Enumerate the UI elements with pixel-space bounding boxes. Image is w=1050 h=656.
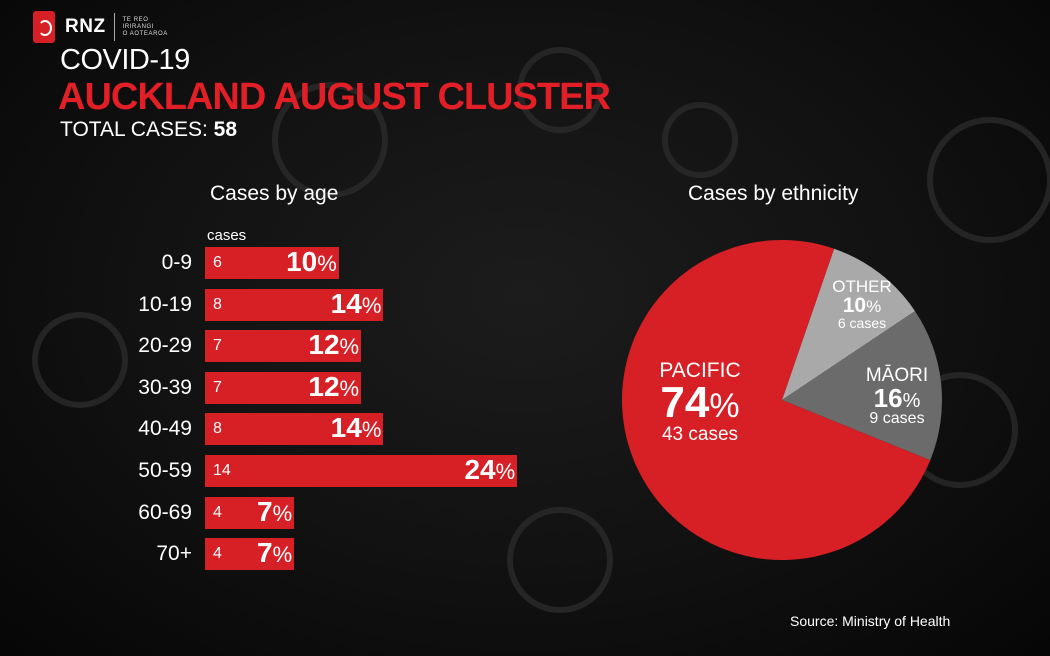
age-bar <box>205 330 362 363</box>
age-bar-count: 8 <box>213 295 222 313</box>
pie-label-name: PACIFIC <box>659 359 741 382</box>
age-bar-percent: 7% <box>257 495 293 527</box>
age-bar-count: 4 <box>213 503 222 521</box>
total-cases-label: TOTAL CASES: <box>60 118 208 141</box>
pie-label-percent: 74% <box>660 378 740 427</box>
age-group-label: 20-29 <box>138 334 192 358</box>
age-bar-count: 14 <box>213 462 231 479</box>
ethnicity-chart-title: Cases by ethnicity <box>688 182 859 205</box>
age-bar <box>205 247 339 279</box>
cases-column-label: cases <box>207 227 247 244</box>
pie-slice-other <box>782 248 916 400</box>
pie-label-cases: 9 cases <box>869 410 925 427</box>
pie-slice-pacific <box>622 240 931 560</box>
pie-label-name: OTHER <box>832 277 892 296</box>
pie-label-percent: 16% <box>873 383 921 413</box>
age-bar-percent: 10% <box>286 246 337 277</box>
logo-divider <box>113 13 115 41</box>
kicker: COVID-19 <box>60 44 190 76</box>
age-bar-count: 8 <box>213 420 222 438</box>
age-bar <box>205 496 295 529</box>
age-bar-count: 7 <box>213 378 222 396</box>
total-cases: TOTAL CASES: 58 <box>60 118 237 142</box>
pie-label-other: OTHER 10% 6 cases <box>812 278 912 331</box>
age-group-label: 40-49 <box>138 417 192 441</box>
age-bar-percent: 12% <box>308 370 360 402</box>
age-bar <box>205 413 384 446</box>
age-bar-percent: 24% <box>464 454 516 485</box>
age-bar-percent: 14% <box>330 287 382 319</box>
brand-subtext-line: O AOTEAROA <box>122 30 168 37</box>
age-bar-percent: 12% <box>308 329 360 361</box>
pie-label-name: MĀORI <box>865 365 929 386</box>
age-chart-title: Cases by age <box>210 182 339 205</box>
age-bar <box>205 455 518 487</box>
age-group-label: 60-69 <box>138 500 192 524</box>
pie-label-cases: 6 cases <box>837 315 887 331</box>
pie-label-mori: MĀORI 16% 9 cases <box>842 366 952 428</box>
age-bar-count: 7 <box>213 337 222 355</box>
age-group-label: 70+ <box>156 542 192 566</box>
age-group-label: 30-39 <box>138 375 192 399</box>
brand-subtext-line: IRIRANGI <box>122 23 155 30</box>
age-bar <box>205 371 362 404</box>
age-bar <box>205 538 295 571</box>
age-group-label: 10-19 <box>138 292 192 316</box>
brand-subtext-line: TE REO <box>122 16 149 23</box>
page-title: AUCKLAND AUGUST CLUSTER <box>58 76 611 118</box>
age-bar-percent: 7% <box>257 537 293 569</box>
age-bar <box>205 288 384 321</box>
rnz-logo: RNZ TE REO IRIRANGI O AOTEAROA <box>33 10 168 44</box>
age-bar-count: 6 <box>213 254 222 271</box>
pie-label-percent: 10% <box>842 294 882 317</box>
pie-label-cases: 43 cases <box>661 424 739 445</box>
age-group-label: 0-9 <box>161 251 192 274</box>
source-note: Source: Ministry of Health <box>790 613 951 629</box>
age-bar-count: 4 <box>213 545 222 563</box>
brand-subtext: TE REO IRIRANGI O AOTEAROA <box>123 17 168 38</box>
total-cases-value: 58 <box>213 118 238 141</box>
age-bar-percent: 14% <box>330 412 382 444</box>
rnz-logo-mark-icon <box>33 11 55 43</box>
age-group-label: 50-59 <box>138 459 192 482</box>
pie-label-pacific: PACIFIC 74% 43 cases <box>630 360 770 445</box>
brand-name: RNZ <box>65 16 106 37</box>
pie-slice-mori <box>782 311 942 461</box>
